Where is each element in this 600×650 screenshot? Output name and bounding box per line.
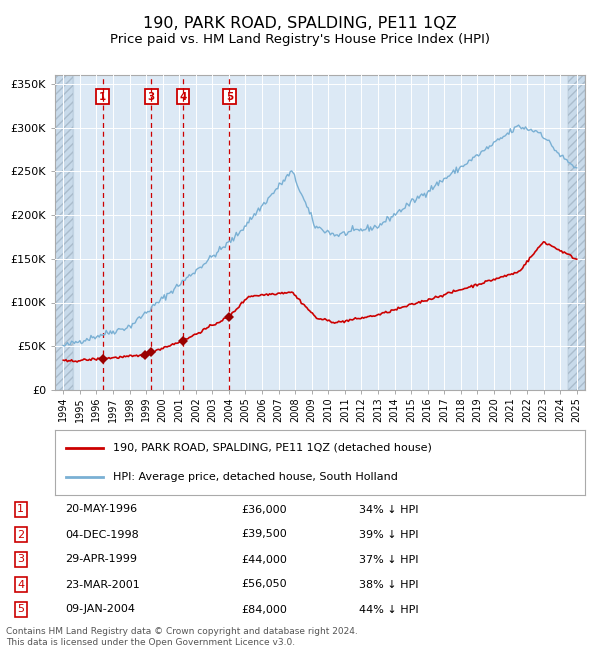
Text: Price paid vs. HM Land Registry's House Price Index (HPI): Price paid vs. HM Land Registry's House …: [110, 32, 490, 46]
Text: 190, PARK ROAD, SPALDING, PE11 1QZ: 190, PARK ROAD, SPALDING, PE11 1QZ: [143, 16, 457, 31]
Text: 1: 1: [17, 504, 24, 515]
Text: 2: 2: [17, 530, 24, 540]
Text: 190, PARK ROAD, SPALDING, PE11 1QZ (detached house): 190, PARK ROAD, SPALDING, PE11 1QZ (deta…: [113, 443, 432, 452]
Text: 4: 4: [17, 580, 24, 590]
Text: 3: 3: [17, 554, 24, 564]
Text: 5: 5: [17, 604, 24, 614]
Text: 23-MAR-2001: 23-MAR-2001: [65, 580, 140, 590]
Text: £36,000: £36,000: [241, 504, 287, 515]
Text: 37% ↓ HPI: 37% ↓ HPI: [359, 554, 418, 564]
Bar: [568, 75, 585, 390]
Text: 44% ↓ HPI: 44% ↓ HPI: [359, 604, 418, 614]
Text: 29-APR-1999: 29-APR-1999: [65, 554, 137, 564]
Bar: [55, 75, 73, 390]
Text: £39,500: £39,500: [241, 530, 287, 540]
Text: 1: 1: [99, 92, 106, 102]
Text: £44,000: £44,000: [241, 554, 287, 564]
Text: Contains HM Land Registry data © Crown copyright and database right 2024.
This d: Contains HM Land Registry data © Crown c…: [6, 627, 358, 647]
Bar: [568, 75, 585, 390]
Text: 39% ↓ HPI: 39% ↓ HPI: [359, 530, 418, 540]
Text: £56,050: £56,050: [241, 580, 287, 590]
Text: 4: 4: [179, 92, 187, 102]
Text: 38% ↓ HPI: 38% ↓ HPI: [359, 580, 418, 590]
Text: 09-JAN-2004: 09-JAN-2004: [65, 604, 135, 614]
Text: £84,000: £84,000: [241, 604, 287, 614]
Text: 3: 3: [148, 92, 155, 102]
Bar: [55, 75, 73, 390]
Text: 5: 5: [226, 92, 233, 102]
Text: 34% ↓ HPI: 34% ↓ HPI: [359, 504, 418, 515]
Text: HPI: Average price, detached house, South Holland: HPI: Average price, detached house, Sout…: [113, 473, 398, 482]
Text: 20-MAY-1996: 20-MAY-1996: [65, 504, 137, 515]
Text: 04-DEC-1998: 04-DEC-1998: [65, 530, 139, 540]
